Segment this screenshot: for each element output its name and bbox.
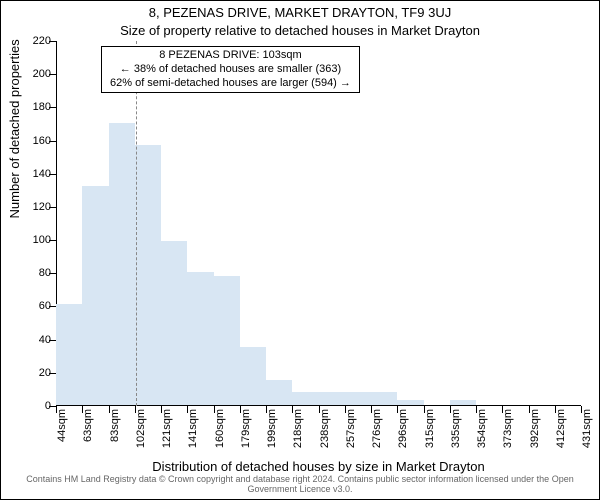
x-tick-label: 257sqm: [345, 409, 357, 448]
y-tick-label: 220: [21, 35, 51, 47]
x-tick-label: 160sqm: [214, 409, 226, 448]
y-tick-label: 80: [21, 267, 51, 279]
marker-line: [136, 41, 137, 406]
x-tick-label: 392sqm: [529, 409, 541, 448]
histogram-bar: [135, 145, 161, 405]
y-tick-label: 160: [21, 135, 51, 147]
x-tick-label: 44sqm: [56, 409, 68, 442]
histogram-bar: [82, 186, 108, 405]
x-tick-label: 315sqm: [424, 409, 436, 448]
chart-title: 8, PEZENAS DRIVE, MARKET DRAYTON, TF9 3U…: [1, 5, 599, 20]
callout-line-1: 8 PEZENAS DRIVE: 103sqm: [110, 49, 351, 63]
y-tick-label: 200: [21, 68, 51, 80]
chart-frame: 8, PEZENAS DRIVE, MARKET DRAYTON, TF9 3U…: [0, 0, 600, 500]
histogram-bar: [292, 392, 318, 405]
x-tick-label: 63sqm: [82, 409, 94, 442]
x-tick-label: 296sqm: [397, 409, 409, 448]
y-tick-label: 0: [21, 400, 51, 412]
histogram-bar: [397, 400, 423, 405]
x-tick-label: 83sqm: [109, 409, 121, 442]
histogram-bar: [371, 392, 397, 405]
x-tick-label: 199sqm: [266, 409, 278, 448]
x-tick-label: 179sqm: [240, 409, 252, 448]
histogram-bar: [187, 272, 213, 405]
histogram-bar: [109, 123, 135, 405]
x-tick-label: 335sqm: [450, 409, 462, 448]
footer-attribution: Contains HM Land Registry data © Crown c…: [1, 475, 599, 495]
x-tick-label: 218sqm: [292, 409, 304, 448]
x-tick-label: 276sqm: [371, 409, 383, 448]
y-tick-label: 180: [21, 101, 51, 113]
histogram-bar: [319, 392, 345, 405]
x-tick-label: 412sqm: [555, 409, 567, 448]
histogram-bar: [214, 276, 240, 405]
x-tick-label: 431sqm: [581, 409, 593, 448]
x-tick-label: 354sqm: [476, 409, 488, 448]
y-tick-label: 140: [21, 168, 51, 180]
plot-area: 02040608010012014016018020022044sqm63sqm…: [56, 41, 581, 406]
histogram-bar: [450, 400, 476, 405]
histogram-bar: [161, 241, 187, 405]
callout-box: 8 PEZENAS DRIVE: 103sqm ← 38% of detache…: [101, 46, 360, 93]
callout-line-2: ← 38% of detached houses are smaller (36…: [110, 63, 351, 77]
x-tick-label: 238sqm: [319, 409, 331, 448]
x-axis-label: Distribution of detached houses by size …: [56, 459, 581, 474]
y-tick-label: 100: [21, 234, 51, 246]
y-tick-label: 60: [21, 300, 51, 312]
y-tick-label: 20: [21, 367, 51, 379]
histogram-bar: [240, 347, 266, 405]
histogram-bar: [56, 304, 82, 405]
x-tick-label: 121sqm: [161, 409, 173, 448]
y-tick-label: 120: [21, 201, 51, 213]
x-tick-label: 141sqm: [187, 409, 199, 448]
chart-subtitle: Size of property relative to detached ho…: [1, 23, 599, 38]
histogram-bar: [345, 392, 371, 405]
x-tick-label: 373sqm: [502, 409, 514, 448]
histogram-bar: [266, 380, 292, 405]
callout-line-3: 62% of semi-detached houses are larger (…: [110, 77, 351, 91]
y-axis-label: Number of detached properties: [7, 39, 22, 218]
y-tick-label: 40: [21, 334, 51, 346]
x-tick-label: 102sqm: [135, 409, 147, 448]
